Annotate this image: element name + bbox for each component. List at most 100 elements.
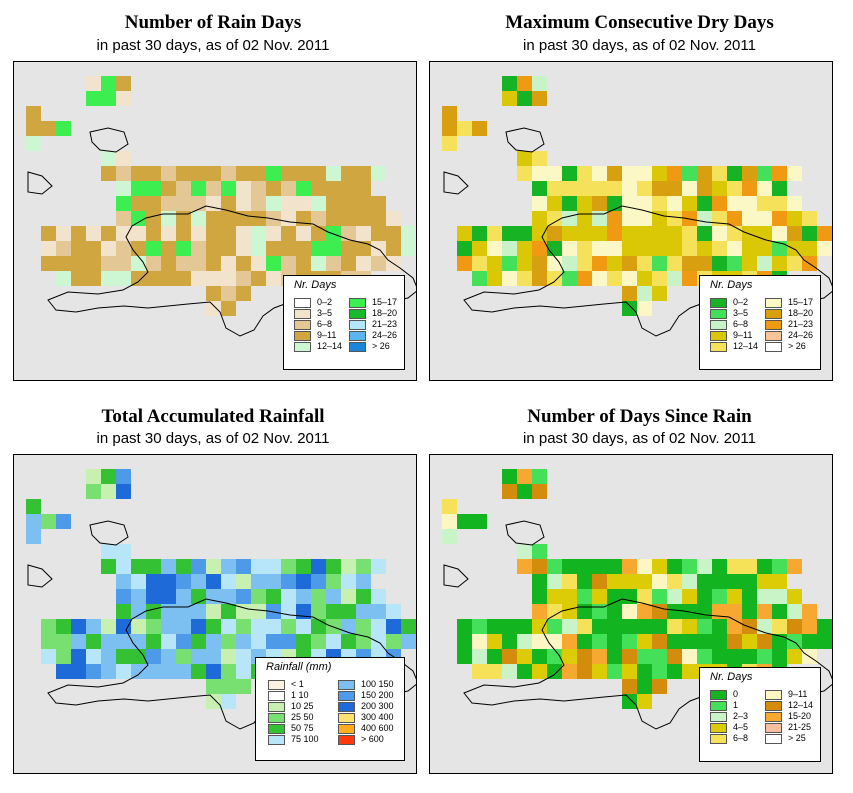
grid-cell (547, 211, 562, 226)
grid-cell (26, 529, 41, 544)
grid-cell (772, 241, 787, 256)
grid-cell (236, 181, 251, 196)
grid-cell (532, 649, 547, 664)
grid-cell (502, 226, 517, 241)
grid-cell (682, 559, 697, 574)
legend-swatch (349, 342, 366, 352)
panel-subtitle: in past 30 days, as of 02 Nov. 2011 (523, 37, 756, 54)
grid-cell (622, 181, 637, 196)
grid-cell (577, 649, 592, 664)
grid-cell (221, 619, 236, 634)
grid-cell (251, 256, 266, 271)
grid-cell (667, 634, 682, 649)
grid-cell (787, 589, 802, 604)
grid-cell (667, 196, 682, 211)
legend-swatch (294, 309, 311, 319)
grid-cell (787, 226, 802, 241)
grid-cell (697, 181, 712, 196)
grid-cell (592, 619, 607, 634)
grid-cell (817, 241, 832, 256)
grid-cell (281, 574, 296, 589)
grid-cell (146, 634, 161, 649)
grid-cell (251, 211, 266, 226)
grid-cell (116, 196, 131, 211)
grid-cell (637, 619, 652, 634)
grid-cell (652, 211, 667, 226)
grid-cell (547, 241, 562, 256)
grid-cell (772, 619, 787, 634)
grid-cell (532, 256, 547, 271)
grid-cell (697, 241, 712, 256)
grid-cell (757, 619, 772, 634)
grid-cell (281, 226, 296, 241)
grid-cell (206, 634, 221, 649)
grid-cell (221, 589, 236, 604)
grid-cell (667, 166, 682, 181)
grid-cell (667, 604, 682, 619)
legend-swatch (349, 309, 366, 319)
grid-cell (116, 664, 131, 679)
grid-cell (371, 589, 386, 604)
grid-cell (652, 679, 667, 694)
grid-cell (311, 619, 326, 634)
grid-cell (236, 559, 251, 574)
legend-swatch (268, 724, 285, 734)
legend-swatch (710, 342, 727, 352)
grid-cell (206, 574, 221, 589)
grid-cell (101, 166, 116, 181)
grid-cell (221, 256, 236, 271)
grid-cell (41, 256, 56, 271)
grid-cell (236, 271, 251, 286)
grid-cell (472, 256, 487, 271)
grid-cell (191, 634, 206, 649)
grid-cell (697, 196, 712, 211)
grid-cell (637, 649, 652, 664)
grid-cell (251, 196, 266, 211)
grid-cell (326, 589, 341, 604)
grid-cell (236, 619, 251, 634)
grid-cell (311, 241, 326, 256)
grid-cell (547, 649, 562, 664)
grid-cell (356, 166, 371, 181)
grid-cell (742, 166, 757, 181)
legend-swatch (294, 342, 311, 352)
grid-cell (56, 664, 71, 679)
grid-cell (161, 226, 176, 241)
grid-cell (757, 604, 772, 619)
grid-cell (637, 241, 652, 256)
grid-cell (101, 91, 116, 106)
grid-cell (41, 649, 56, 664)
grid-cell (266, 181, 281, 196)
grid-cell (577, 271, 592, 286)
grid-cell (547, 634, 562, 649)
grid-cell (652, 271, 667, 286)
grid-cell (622, 649, 637, 664)
grid-cell (772, 196, 787, 211)
grid-cell (326, 211, 341, 226)
grid-cell (206, 694, 221, 709)
grid-cell (727, 166, 742, 181)
grid-cell (266, 256, 281, 271)
grid-cell (727, 256, 742, 271)
grid-cell (371, 619, 386, 634)
grid-cell (502, 76, 517, 91)
grid-cell (281, 619, 296, 634)
grid-cell (802, 604, 817, 619)
grid-cell (221, 649, 236, 664)
grid-cell (206, 271, 221, 286)
grid-cell (116, 181, 131, 196)
grid-cell (296, 634, 311, 649)
grid-cell (326, 241, 341, 256)
grid-cell (101, 76, 116, 91)
grid-cell (116, 604, 131, 619)
grid-cell (371, 604, 386, 619)
grid-cell (607, 196, 622, 211)
grid-cell (161, 241, 176, 256)
legend-title: Nr. Days (710, 671, 753, 683)
grid-cell (221, 664, 236, 679)
grid-cell (757, 559, 772, 574)
grid-cell (457, 649, 472, 664)
grid-cell (131, 574, 146, 589)
grid-cell (682, 181, 697, 196)
grid-cell (176, 271, 191, 286)
